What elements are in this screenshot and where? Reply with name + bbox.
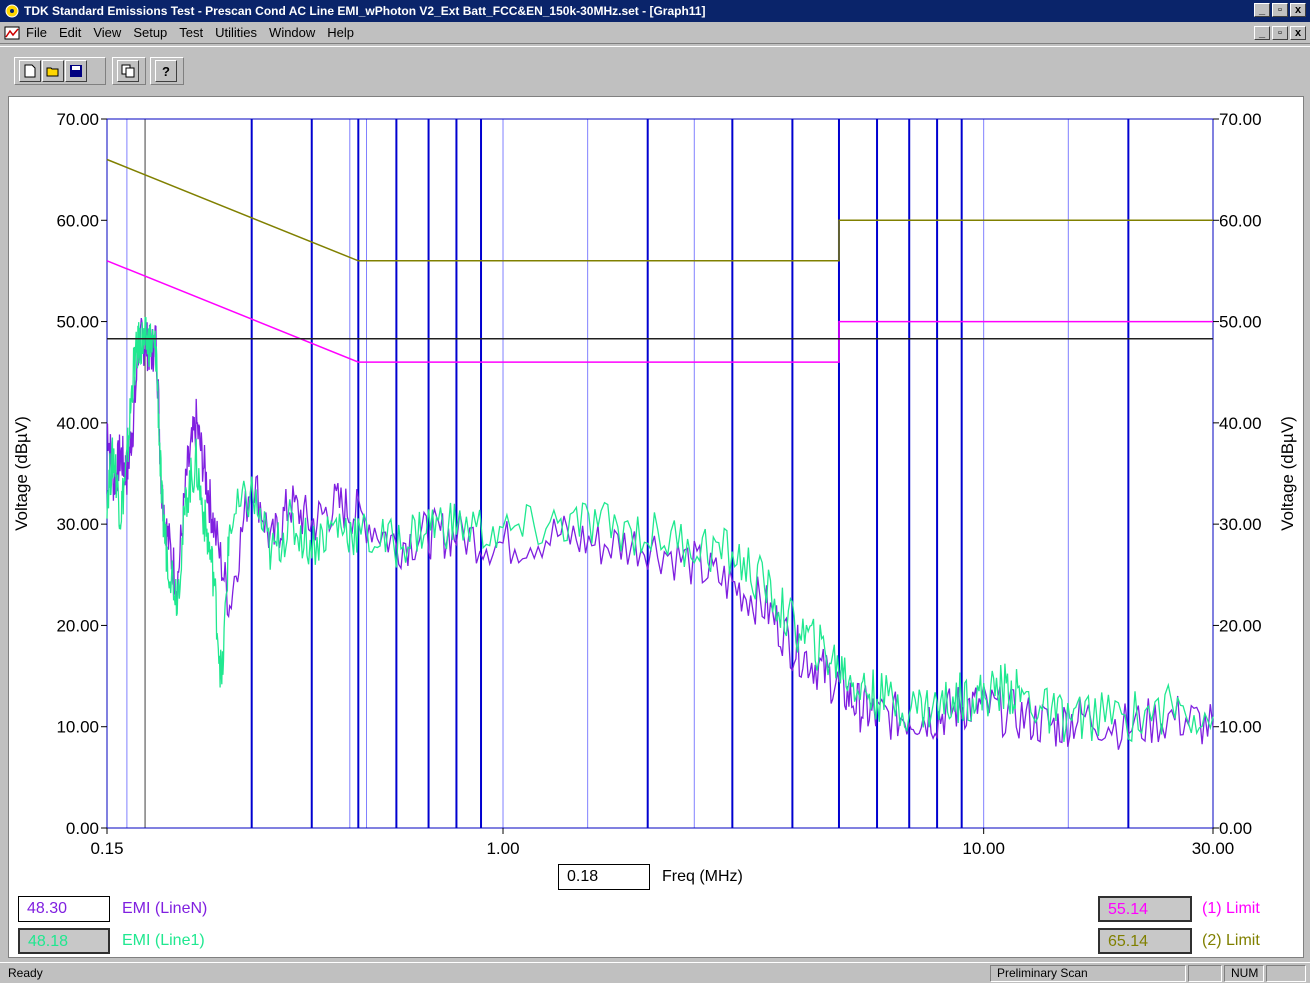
edit-toolbar-group xyxy=(112,57,146,85)
menu-help[interactable]: Help xyxy=(327,25,355,40)
limit1-label: (1) Limit xyxy=(1202,900,1260,917)
y-tick-label-right-1: 10.00 xyxy=(1219,718,1262,737)
status-blank-2 xyxy=(1266,965,1306,982)
doc-close-button[interactable]: x xyxy=(1290,26,1306,40)
x-tick-label-3: 30.00 xyxy=(1192,839,1235,858)
doc-minimize-button[interactable]: _ xyxy=(1254,26,1270,40)
cursor-freq-value[interactable]: 0.18 xyxy=(558,864,650,890)
x-tick-label-2: 10.00 xyxy=(962,839,1005,858)
status-bar: Ready Preliminary Scan NUM xyxy=(0,962,1310,983)
title-bar: TDK Standard Emissions Test - Prescan Co… xyxy=(0,0,1310,22)
menu-setup[interactable]: Setup xyxy=(133,25,168,40)
y-axis-label-right: Voltage (dBµV) xyxy=(1278,416,1297,531)
y-tick-label-right-4: 40.00 xyxy=(1219,414,1262,433)
y-tick-label-right-6: 60.00 xyxy=(1219,211,1262,230)
window-title: TDK Standard Emissions Test - Prescan Co… xyxy=(24,4,706,18)
plot-frame xyxy=(106,118,1214,829)
svg-text:?: ? xyxy=(162,64,170,78)
y-axis-label-left: Voltage (dBµV) xyxy=(12,416,31,531)
limit1-value: 55.14 xyxy=(1098,896,1192,922)
y-tick-label-right-2: 20.00 xyxy=(1219,616,1262,635)
menu-window[interactable]: Window xyxy=(269,25,316,40)
menu-bar: File Edit View Setup Test Utilities Wind… xyxy=(0,22,1310,44)
menu-utilities[interactable]: Utilities xyxy=(215,25,258,40)
close-button[interactable]: x xyxy=(1290,3,1306,17)
status-num: NUM xyxy=(1224,965,1264,982)
menu-edit[interactable]: Edit xyxy=(58,25,82,40)
file-toolbar-group xyxy=(14,57,106,85)
menu-file[interactable]: File xyxy=(26,25,47,40)
new-icon[interactable] xyxy=(19,60,41,82)
y-tick-label-left-4: 40.00 xyxy=(56,414,99,433)
doc-restore-button[interactable]: ▫ xyxy=(1272,26,1288,40)
y-tick-label-right-3: 30.00 xyxy=(1219,515,1262,534)
x-tick-label-1: 1.00 xyxy=(486,839,519,858)
emissions-chart-panel: 0.00 0.00 10.00 10.00 20.00 20.00 30.00 30.00 40… xyxy=(8,96,1304,958)
y-tick-label-left-2: 20.00 xyxy=(56,616,99,635)
series-line-2 xyxy=(106,316,1214,743)
y-tick-label-left-0: 0.00 xyxy=(66,819,99,838)
line1-label: EMI (Line1) xyxy=(122,932,205,949)
y-tick-label-left-1: 10.00 xyxy=(56,718,99,737)
line1-value: 48.18 xyxy=(18,928,110,954)
y-tick-label-left-7: 70.00 xyxy=(56,110,99,129)
app-icon xyxy=(5,4,19,18)
y-tick-label-left-3: 30.00 xyxy=(56,515,99,534)
toolbar: ? xyxy=(0,46,1310,92)
limit-line-2 xyxy=(106,158,1213,262)
y-tick-label-right-0: 0.00 xyxy=(1219,819,1252,838)
maximize-button[interactable]: ▫ xyxy=(1272,3,1288,17)
status-text: Ready xyxy=(8,966,43,980)
status-blank xyxy=(1188,965,1222,982)
linen-value: 48.30 xyxy=(18,896,110,922)
open-icon[interactable] xyxy=(42,60,64,82)
status-mode: Preliminary Scan xyxy=(990,965,1186,982)
y-tick-label-left-6: 60.00 xyxy=(56,211,99,230)
emissions-chart[interactable]: 0.00 0.00 10.00 10.00 20.00 20.00 30.00 30.00 40… xyxy=(9,97,1303,957)
limit-line-1 xyxy=(106,260,1213,363)
linen-label: EMI (LineN) xyxy=(122,900,208,917)
document-icon[interactable] xyxy=(4,25,20,41)
minimize-button[interactable]: _ xyxy=(1254,3,1270,17)
x-tick-label-0: 0.15 xyxy=(90,839,123,858)
save-icon[interactable] xyxy=(65,60,87,82)
limit2-value: 65.14 xyxy=(1098,928,1192,954)
cursor-freq-label: Freq (MHz) xyxy=(662,868,743,885)
y-tick-label-right-7: 70.00 xyxy=(1219,110,1262,129)
menu-view[interactable]: View xyxy=(93,25,122,40)
y-tick-label-right-5: 50.00 xyxy=(1219,313,1262,332)
menu-test[interactable]: Test xyxy=(179,25,204,40)
help-icon[interactable]: ? xyxy=(155,60,177,82)
window-controls: _ ▫ x xyxy=(1252,3,1306,17)
copy-icon[interactable] xyxy=(117,60,139,82)
limit2-label: (2) Limit xyxy=(1202,932,1260,949)
y-tick-label-left-5: 50.00 xyxy=(56,313,99,332)
document-controls: _ ▫ x xyxy=(1252,26,1306,40)
help-toolbar-group: ? xyxy=(150,57,184,85)
